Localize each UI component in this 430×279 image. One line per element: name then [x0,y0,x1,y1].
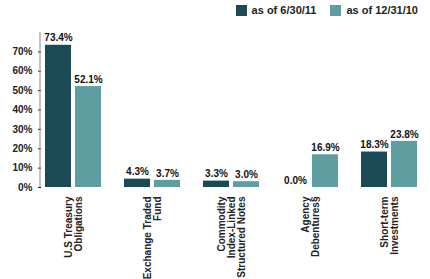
svg-text:0.0%: 0.0% [284,175,307,186]
html-text:as of 12/31/10: as of 12/31/10 [346,4,418,16]
svg-text:3.7%: 3.7% [156,168,179,179]
svg-text:73.4%: 73.4% [44,32,72,43]
svg-text:50%: 50% [12,85,32,96]
svg-text:40%: 40% [12,104,32,115]
svg-text:CommodityIndex-LinkedStructure: CommodityIndex-LinkedStructured Notes [216,196,247,278]
svg-text:70%: 70% [12,46,32,57]
svg-text:52.1%: 52.1% [74,74,102,85]
svg-text:20%: 20% [12,143,32,154]
svg-text:0%: 0% [18,182,33,193]
svg-text:10%: 10% [12,162,32,173]
svg-text:30%: 30% [12,124,32,135]
svg-text:23.8%: 23.8% [390,129,418,140]
svg-text:3.0%: 3.0% [235,169,258,180]
svg-text:Short-termInvestments: Short-termInvestments [379,196,400,255]
svg-text:U.S TreasuryObligations: U.S TreasuryObligations [63,196,84,258]
svg-text:3.3%: 3.3% [205,168,228,179]
svg-text:Exchange TradedFund: Exchange TradedFund [142,197,163,279]
svg-text:AgencyDebentures§: AgencyDebentures§ [300,196,321,257]
svg-text:16.9%: 16.9% [311,142,339,153]
svg-text:18.3%: 18.3% [360,139,388,150]
html-text:as of 6/30/11: as of 6/30/11 [251,4,317,16]
svg-text:4.3%: 4.3% [126,166,149,177]
svg-text:60%: 60% [12,65,32,76]
